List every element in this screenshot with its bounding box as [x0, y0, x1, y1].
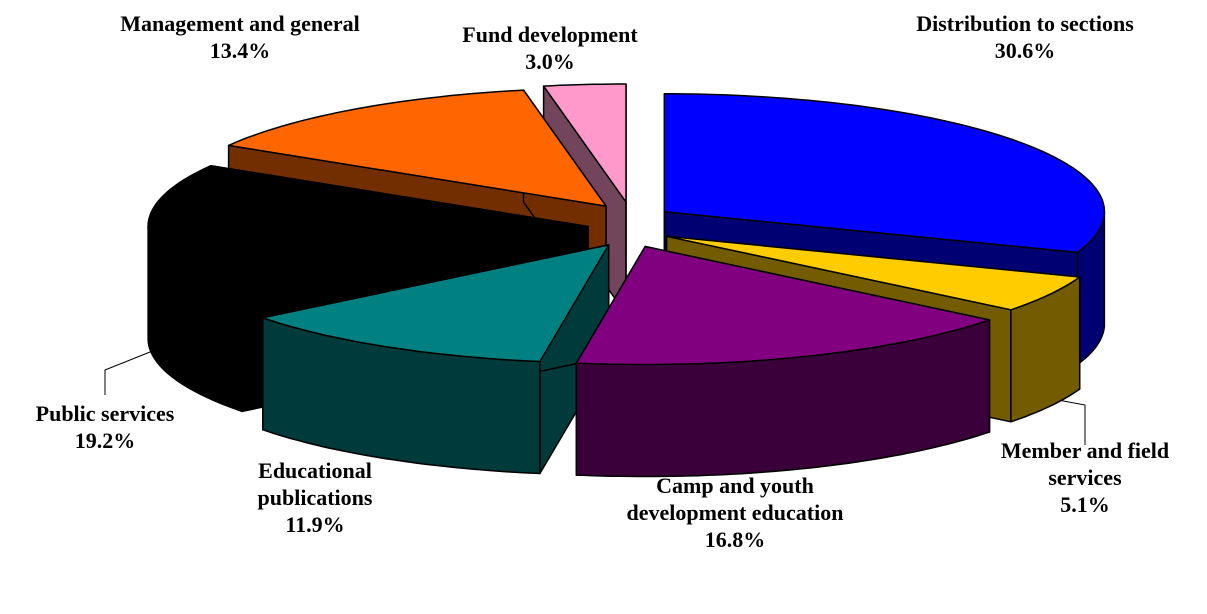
value-label: 30.6% [994, 38, 1056, 63]
value-label: 5.1% [1060, 492, 1110, 517]
leader-line [104, 347, 161, 395]
pie-slice [575, 245, 991, 478]
slice-label: Member and field services 5.1% [965, 437, 1205, 518]
slice-top [665, 235, 1081, 311]
value-label: 19.2% [74, 428, 136, 453]
slice-top [262, 244, 610, 363]
category-label: Management and general [120, 11, 360, 36]
slice-top [542, 83, 627, 203]
slice-label: Fund development 3.0% [420, 21, 680, 75]
pie-slice [262, 244, 610, 475]
value-label: 13.4% [209, 38, 271, 63]
leader-line [1057, 399, 1086, 445]
slice-label: Educational publications 11.9% [215, 457, 415, 538]
slice-label: Distribution to sections 30.6% [915, 10, 1135, 64]
category-label: Fund development [462, 22, 638, 47]
slice-label: Management and general 13.4% [110, 10, 370, 64]
slice-top [227, 89, 607, 207]
value-label: 16.8% [704, 527, 766, 552]
value-label: 3.0% [525, 49, 575, 74]
slice-top [147, 164, 589, 301]
slice-label: Public services 19.2% [0, 400, 215, 454]
category-label: Educational publications [257, 458, 373, 510]
category-label: Distribution to sections [916, 11, 1134, 36]
slice-top [663, 93, 1106, 254]
slice-label: Camp and youth development education 16.8… [605, 472, 865, 553]
slice-top [575, 245, 991, 366]
value-label: 11.9% [285, 512, 345, 537]
category-label: Camp and youth development education [626, 473, 844, 525]
category-label: Member and field services [1000, 438, 1170, 490]
category-label: Public services [35, 401, 175, 426]
